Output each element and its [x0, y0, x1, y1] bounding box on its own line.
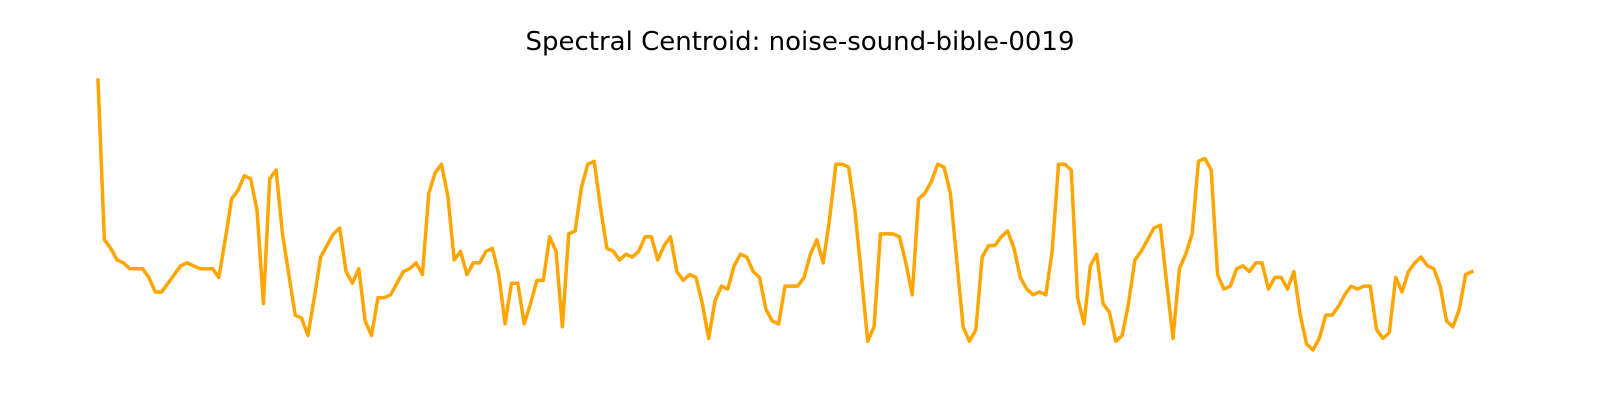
chart-title: Spectral Centroid: noise-sound-bible-001…: [525, 27, 1075, 57]
series-line-0: [96, 78, 1475, 352]
